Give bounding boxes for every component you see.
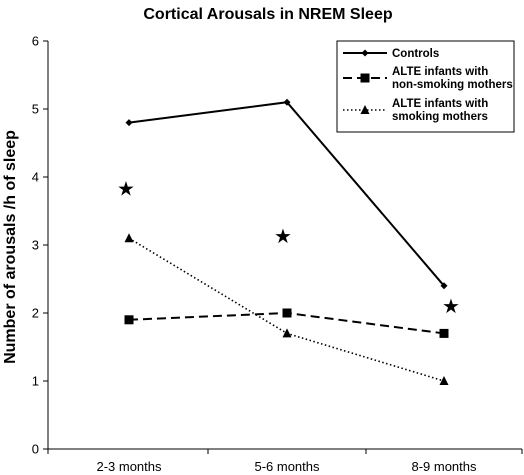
data-point: [283, 98, 291, 106]
series-layer: [124, 98, 449, 385]
data-point: [282, 328, 292, 338]
legend-label: ALTE infants with: [392, 66, 488, 78]
legend-label: smoking mothers: [392, 111, 488, 123]
data-point: [440, 282, 448, 290]
data-point: [124, 315, 134, 325]
x-tick-label: 8-9 months: [411, 459, 477, 474]
axes: 0 1 2 3 4 5 6 2-3 months 5-6 months 8-9 months: [32, 34, 523, 474]
annotation-layer: ★ ★ ★: [117, 177, 460, 319]
legend-marker: [360, 105, 370, 114]
y-tick-label: 1: [32, 374, 39, 389]
x-tick-label: 5-6 months: [254, 459, 320, 474]
data-point: [439, 376, 449, 385]
y-tick-label: 0: [32, 442, 39, 457]
x-tick-label: 2-3 months: [96, 459, 162, 474]
series-1: [125, 98, 448, 290]
y-tick-label: 5: [32, 102, 39, 117]
legend-label: Controls: [392, 48, 439, 60]
y-axis-label: Number of arousals /h of sleep: [2, 130, 19, 364]
data-point: [124, 233, 134, 243]
data-point: [282, 308, 292, 318]
legend-box: [336, 40, 515, 133]
series-2: [124, 308, 449, 338]
series-3: [124, 233, 449, 385]
significance-star: ★: [442, 294, 460, 318]
legend-item-1: Controls: [343, 48, 439, 60]
significance-star: ★: [274, 224, 292, 248]
data-point: [125, 119, 133, 127]
y-tick-label: 3: [32, 238, 39, 253]
legend-marker: [361, 49, 369, 57]
chart-title: Cortical Arousals in NREM Sleep: [143, 6, 392, 23]
y-tick-label: 6: [32, 34, 39, 49]
legend-label: non-smoking mothers: [392, 79, 513, 91]
y-tick-label: 2: [32, 306, 39, 321]
y-tick-label: 4: [32, 170, 39, 185]
significance-star: ★: [117, 177, 135, 201]
legend-marker: [360, 73, 370, 83]
data-point: [439, 328, 449, 338]
legend-label: ALTE infants with: [392, 98, 488, 110]
